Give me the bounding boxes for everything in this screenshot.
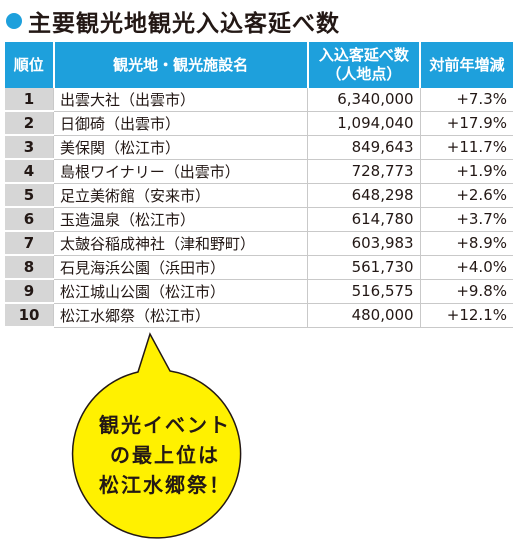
rank-cell: 3 bbox=[5, 135, 54, 160]
rank-cell: 1 bbox=[5, 88, 54, 112]
rank-cell: 8 bbox=[5, 255, 54, 280]
header-row: 順位 観光地・観光施設名 入込客延べ数 （人地点） 対前年増減 bbox=[5, 42, 513, 88]
name-cell: 日御碕（出雲市） bbox=[52, 111, 308, 136]
header-line: 入込客延べ数 bbox=[318, 46, 409, 64]
table-row: 10 松江水郷祭（松江市） 480,000 +12.1% bbox=[5, 303, 513, 328]
table-body: 1 出雲大社（出雲市） 6,340,000 +7.3% 2 日御碕（出雲市） 1,094,0… bbox=[5, 88, 513, 328]
bubble-shape bbox=[71, 332, 242, 539]
rank-cell: 9 bbox=[5, 279, 54, 304]
visitors-cell: 648,298 bbox=[307, 183, 421, 208]
title-dot bbox=[6, 13, 22, 29]
bubble-text: 観光イベント の最上位は松江水郷祭！ bbox=[85, 410, 245, 500]
visitors-cell: 614,780 bbox=[307, 207, 421, 232]
name-cell: 美保関（松江市） bbox=[52, 135, 308, 160]
name-cell: 松江城山公園（松江市） bbox=[52, 279, 308, 304]
visitors-cell: 603,983 bbox=[307, 231, 421, 256]
change-cell: +3.7% bbox=[419, 207, 513, 232]
rank-cell: 5 bbox=[5, 183, 54, 208]
title-row: 主要観光地観光入込客延べ数 bbox=[6, 6, 340, 37]
bubble-line: の最上位は bbox=[110, 443, 220, 467]
table-row: 8 石見海浜公園（浜田市） 561,730 +4.0% bbox=[5, 255, 513, 280]
table-row: 4 島根ワイナリー（出雲市） 728,773 +1.9% bbox=[5, 159, 513, 184]
rank-cell: 4 bbox=[5, 159, 54, 184]
table-row: 5 足立美術館（安来市） 648,298 +2.6% bbox=[5, 183, 513, 208]
header-cell: 入込客延べ数 （人地点） bbox=[306, 42, 421, 88]
name-cell: 玉造温泉（松江市） bbox=[52, 207, 308, 232]
change-cell: +11.7% bbox=[419, 135, 513, 160]
change-cell: +17.9% bbox=[419, 111, 513, 136]
visitors-cell: 6,340,000 bbox=[307, 88, 421, 112]
ranking-table: 順位 観光地・観光施設名 入込客延べ数 （人地点） 対前年増減 1 出雲大社（出雲市） 6,… bbox=[5, 42, 513, 328]
rank-cell: 7 bbox=[5, 231, 54, 256]
visitors-cell: 480,000 bbox=[307, 303, 421, 328]
table-row: 6 玉造温泉（松江市） 614,780 +3.7% bbox=[5, 207, 513, 232]
change-cell: +2.6% bbox=[419, 183, 513, 208]
table-row: 9 松江城山公園（松江市） 516,575 +9.8% bbox=[5, 279, 513, 304]
name-cell: 島根ワイナリー（出雲市） bbox=[52, 159, 308, 184]
rank-cell: 10 bbox=[5, 303, 54, 328]
change-cell: +12.1% bbox=[419, 303, 513, 328]
change-cell: +9.8% bbox=[419, 279, 513, 304]
bubble-line: 観光イベント bbox=[99, 413, 231, 437]
table-row: 7 太皷谷稲成神社（津和野町） 603,983 +8.9% bbox=[5, 231, 513, 256]
header-cell: 観光地・観光施設名 bbox=[52, 42, 308, 88]
name-cell: 松江水郷祭（松江市） bbox=[52, 303, 308, 328]
bubble-line: 松江水郷祭！ bbox=[99, 473, 231, 497]
change-cell: +8.9% bbox=[419, 231, 513, 256]
rank-cell: 6 bbox=[5, 207, 54, 232]
header-cell: 順位 bbox=[5, 42, 54, 88]
table-row: 3 美保関（松江市） 849,643 +11.7% bbox=[5, 135, 513, 160]
visitors-cell: 849,643 bbox=[307, 135, 421, 160]
name-cell: 石見海浜公園（浜田市） bbox=[52, 255, 308, 280]
visitors-cell: 516,575 bbox=[307, 279, 421, 304]
change-cell: +4.0% bbox=[419, 255, 513, 280]
table-row: 1 出雲大社（出雲市） 6,340,000 +7.3% bbox=[5, 88, 513, 112]
visitors-cell: 1,094,040 bbox=[307, 111, 421, 136]
table-row: 2 日御碕（出雲市） 1,094,040 +17.9% bbox=[5, 111, 513, 136]
change-cell: +7.3% bbox=[419, 88, 513, 112]
header-cell: 対前年増減 bbox=[419, 42, 513, 88]
change-cell: +1.9% bbox=[419, 159, 513, 184]
title: 主要観光地観光入込客延べ数 bbox=[28, 11, 340, 37]
visitors-cell: 728,773 bbox=[307, 159, 421, 184]
header-line: （人地点） bbox=[326, 65, 402, 83]
rank-cell: 2 bbox=[5, 111, 54, 136]
name-cell: 太皷谷稲成神社（津和野町） bbox=[52, 231, 308, 256]
name-cell: 出雲大社（出雲市） bbox=[52, 88, 308, 112]
name-cell: 足立美術館（安来市） bbox=[52, 183, 308, 208]
visitors-cell: 561,730 bbox=[307, 255, 421, 280]
